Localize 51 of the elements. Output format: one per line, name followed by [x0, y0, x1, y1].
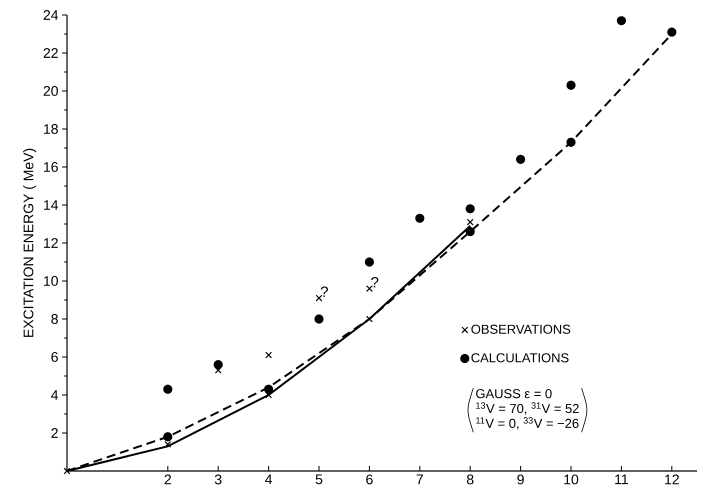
y-tick-label: 8	[51, 314, 58, 324]
point	[466, 226, 475, 236]
y-tick-label: 22	[44, 48, 58, 58]
legend-label: OBSERVATIONS	[471, 324, 570, 334]
point	[163, 384, 172, 394]
x-tick-label: 11	[615, 474, 628, 484]
y-tick-label: 20	[44, 86, 58, 96]
annotation: ?	[320, 286, 328, 297]
y-tick-label: 14	[44, 200, 58, 210]
point	[164, 440, 172, 448]
point	[566, 138, 576, 147]
y-tick-label: 4	[51, 390, 58, 400]
y-tick-label: 2	[51, 428, 58, 438]
point	[264, 384, 274, 394]
point	[566, 80, 576, 90]
y-tick-label: 18	[44, 124, 58, 134]
x-tick-label: 9	[517, 474, 524, 484]
y-axis-title: EXCITATION ENERGY ( MeV)	[23, 148, 36, 337]
annotation: $^{13}$V = 70, $^{31}$V = 52	[476, 402, 579, 415]
point	[163, 432, 172, 442]
x-tick-label: 7	[416, 474, 423, 484]
x-tick-label: 5	[316, 474, 322, 484]
x-tick-label: 10	[564, 474, 578, 484]
point	[214, 360, 223, 370]
x-tick-label: 12	[665, 474, 679, 484]
annotation: $^{11}$V = 0, $^{33}$V = −26	[476, 417, 579, 430]
point	[616, 16, 626, 26]
point	[466, 204, 475, 214]
annotation: ?	[371, 276, 378, 288]
point	[214, 366, 222, 374]
x-tick-label: 3	[214, 474, 222, 484]
text: GAUSS ε = 0	[476, 389, 552, 398]
point	[366, 285, 373, 292]
y-tick-label: 16	[44, 162, 58, 172]
point	[265, 352, 272, 359]
x-tick-label: 8	[466, 474, 474, 484]
y-tick-label: 24	[44, 10, 58, 20]
point	[64, 468, 70, 474]
point	[316, 294, 322, 302]
point	[667, 27, 676, 37]
legend-label: CALCULATIONS	[471, 353, 569, 362]
x-tick-label: 2	[164, 474, 171, 484]
point	[516, 154, 526, 164]
x-tick-label: 6	[366, 474, 373, 484]
y-tick-label: 10	[44, 276, 58, 286]
point	[364, 257, 374, 267]
y-tick-label: 12	[44, 238, 58, 248]
x-tick-label: 4	[265, 474, 272, 484]
point	[415, 214, 424, 223]
point	[314, 314, 324, 324]
y-tick-label: 6	[51, 352, 58, 362]
